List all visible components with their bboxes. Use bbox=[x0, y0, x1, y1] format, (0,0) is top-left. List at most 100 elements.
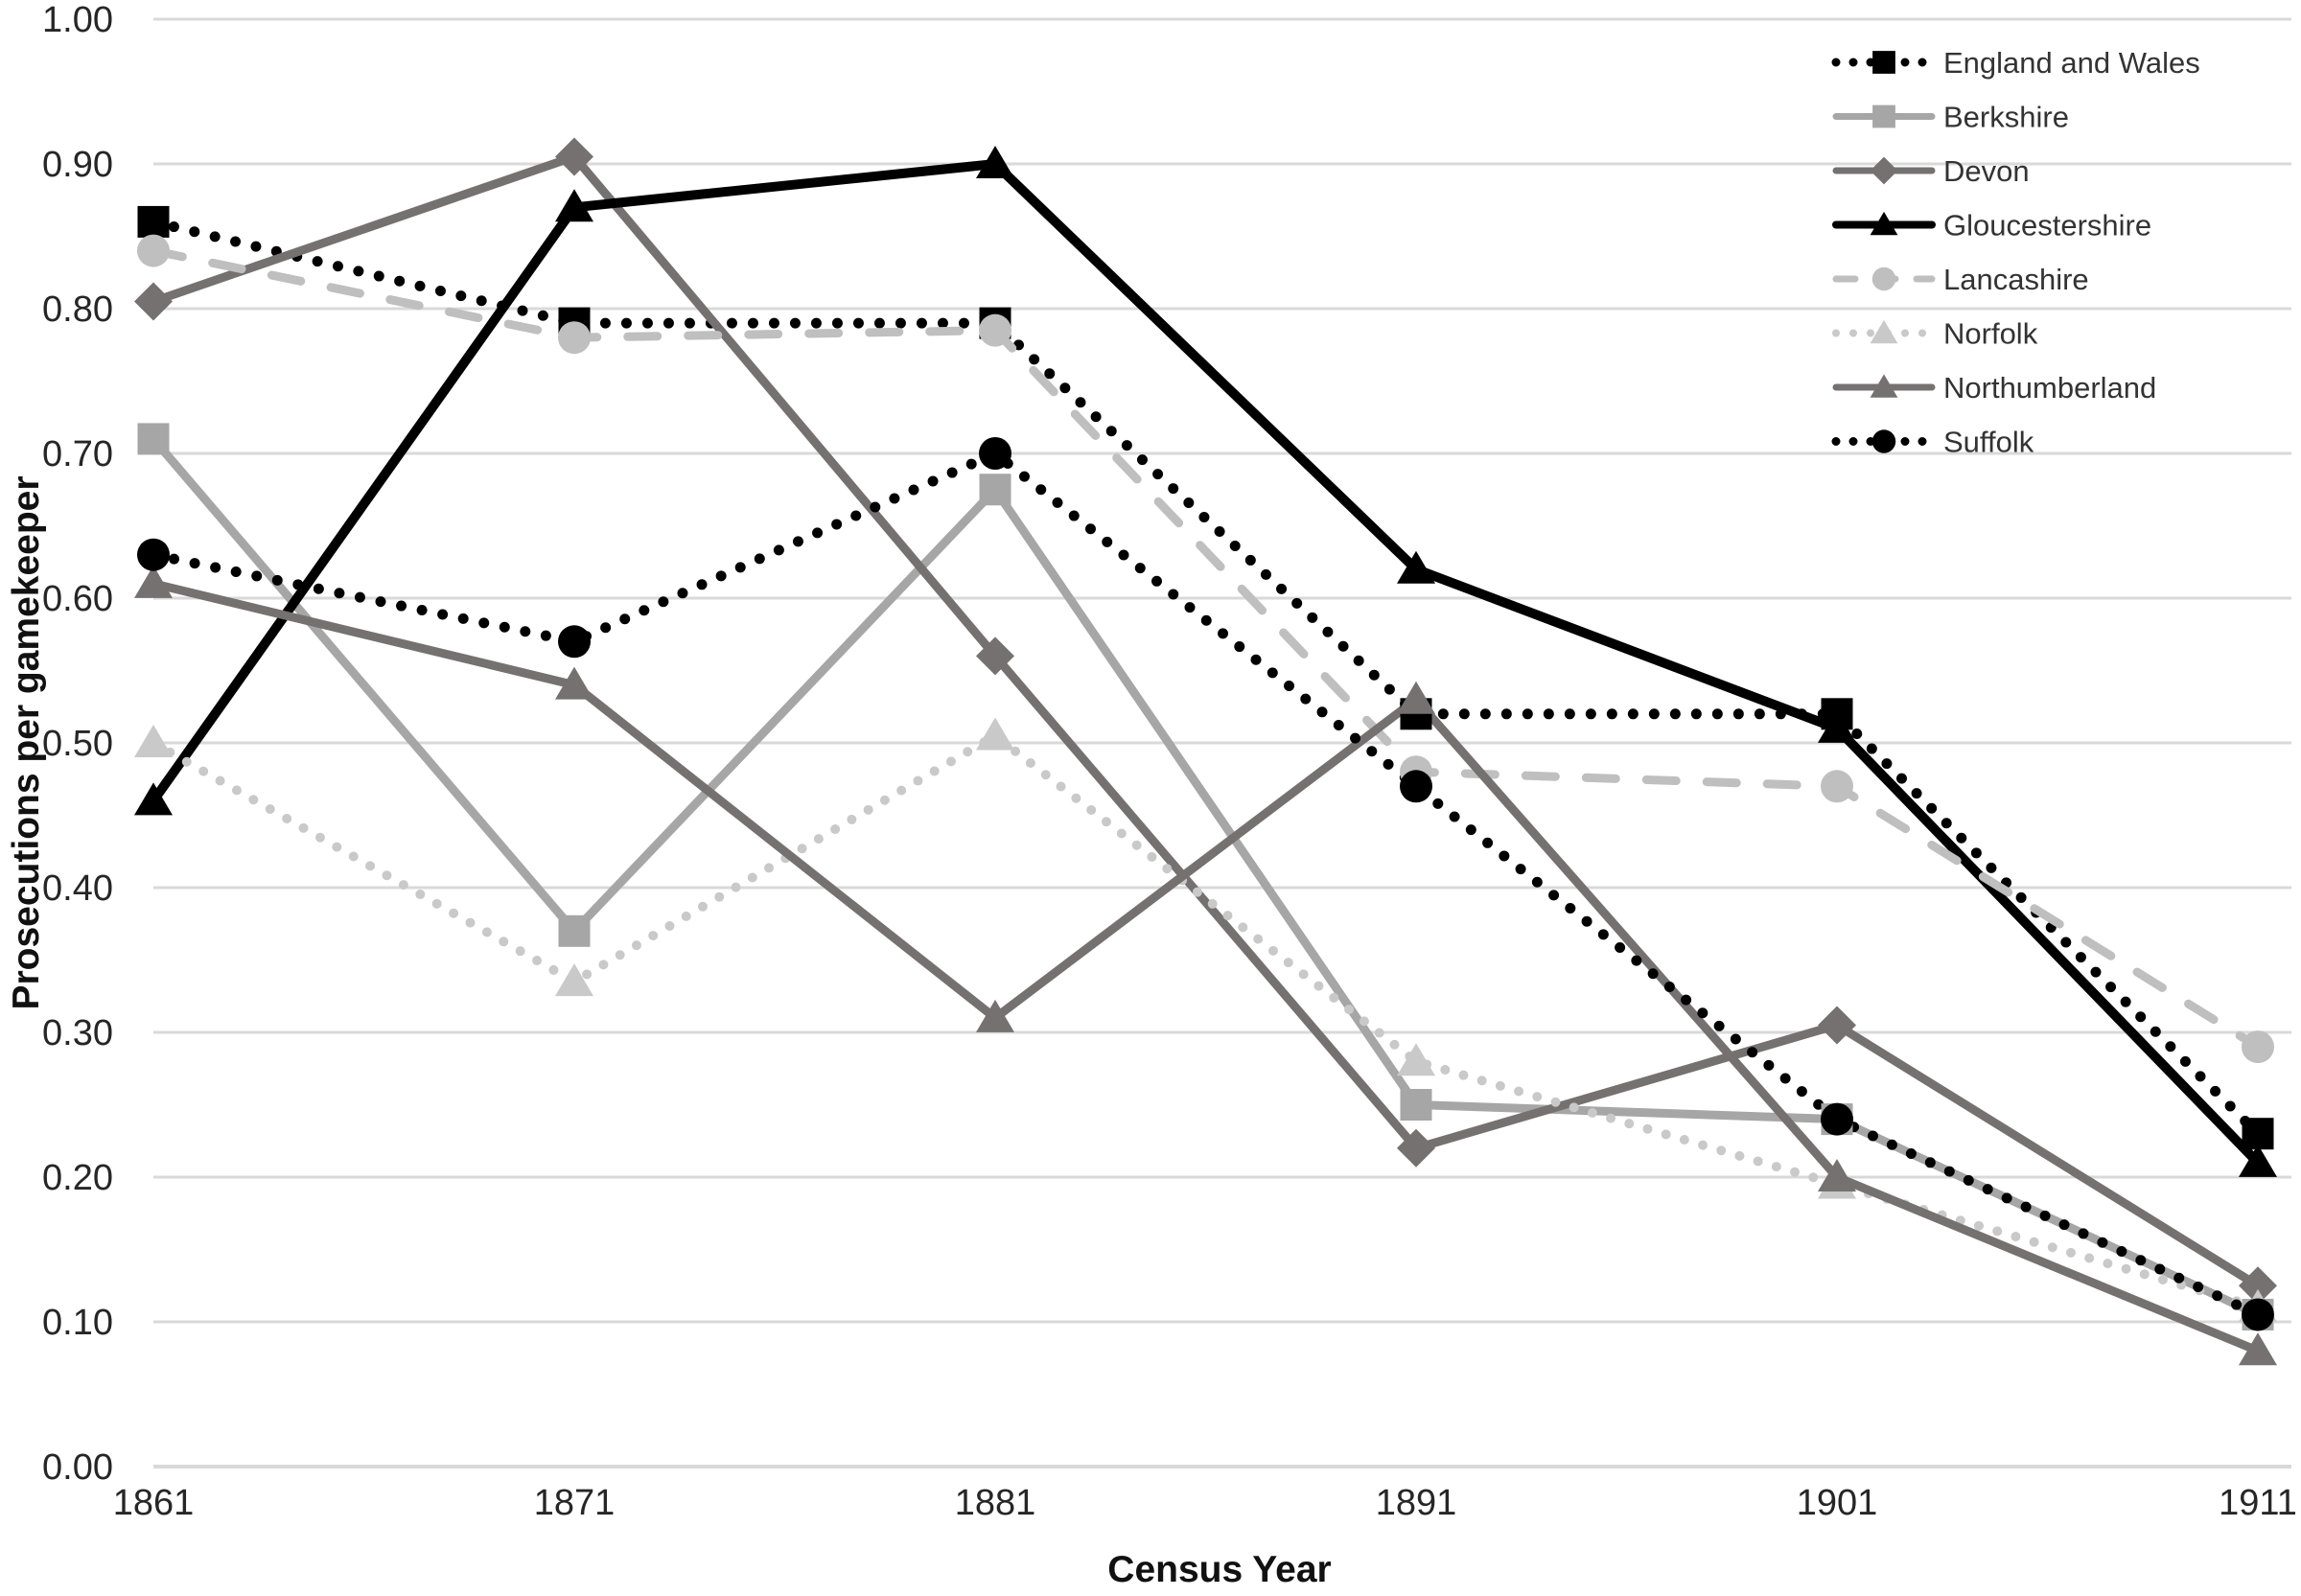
y-tick-label: 0.00 bbox=[42, 1447, 113, 1488]
legend-item-northumberland: Northumberland bbox=[1832, 371, 2156, 405]
series-line-northumberland bbox=[149, 579, 2263, 1355]
legend-label: Suffolk bbox=[1943, 426, 2034, 459]
data-point-marker bbox=[2242, 1118, 2274, 1150]
x-tick-label: 1861 bbox=[113, 1483, 195, 1523]
series-markers-gloucestershire bbox=[134, 146, 2277, 1177]
data-point-marker bbox=[555, 137, 593, 176]
data-point-marker bbox=[137, 234, 170, 267]
data-point-marker bbox=[976, 146, 1014, 178]
y-tick-label: 0.30 bbox=[42, 1013, 113, 1053]
data-point-marker bbox=[1821, 770, 1853, 803]
series-line-berkshire bbox=[149, 434, 2263, 1319]
x-tick-label: 1891 bbox=[1376, 1483, 1457, 1523]
data-point-marker bbox=[137, 538, 170, 571]
series-markers-suffolk bbox=[137, 437, 2274, 1331]
series-markers-lancashire bbox=[137, 234, 2274, 1064]
data-point-marker bbox=[1400, 1089, 1432, 1121]
series-path bbox=[149, 151, 2263, 1290]
data-point-marker bbox=[2242, 1298, 2274, 1331]
series-line-gloucestershire bbox=[149, 159, 2263, 1168]
y-tick-label: 0.70 bbox=[42, 434, 113, 474]
data-point-marker bbox=[1818, 709, 1856, 743]
series-line-suffolk bbox=[148, 448, 2264, 1320]
data-point-marker bbox=[976, 999, 1014, 1032]
series-path bbox=[149, 159, 2263, 1168]
series-lines bbox=[148, 151, 2264, 1355]
data-point-marker bbox=[134, 565, 173, 598]
data-point-marker bbox=[558, 321, 591, 355]
y-tick-label: 0.60 bbox=[42, 579, 113, 619]
gridlines bbox=[153, 17, 2291, 1469]
legend-label: Northumberland bbox=[1943, 371, 2156, 405]
data-point-marker bbox=[1397, 1043, 1435, 1076]
series-path bbox=[149, 246, 2263, 1052]
series-line-lancashire bbox=[149, 246, 2263, 1052]
data-point-marker bbox=[558, 914, 591, 947]
series-path bbox=[149, 434, 2263, 1319]
legend-item-devon: Devon bbox=[1832, 154, 2030, 188]
data-point-marker bbox=[976, 717, 1014, 751]
data-point-marker bbox=[1872, 104, 1895, 128]
data-point-marker bbox=[979, 313, 1011, 347]
y-tick-label: 0.20 bbox=[42, 1158, 113, 1198]
data-point-marker bbox=[1397, 681, 1435, 714]
y-axis-tick-labels: 0.00 0.10 0.20 0.30 0.40 0.50 0.60 0.70 0.80 0.90… bbox=[42, 0, 113, 1488]
data-point-marker bbox=[134, 282, 173, 321]
data-point-marker bbox=[134, 782, 173, 816]
x-tick-label: 1881 bbox=[955, 1483, 1036, 1523]
data-point-marker bbox=[1821, 1102, 1853, 1136]
legend-label: England and Wales bbox=[1943, 46, 2200, 80]
data-point-marker bbox=[1818, 1159, 1856, 1191]
data-point-marker bbox=[1818, 1006, 1856, 1045]
data-point-marker bbox=[2242, 1030, 2274, 1064]
legend-label: Devon bbox=[1943, 154, 2030, 188]
data-point-marker bbox=[1870, 211, 1898, 236]
data-point-marker bbox=[1870, 319, 1898, 344]
y-tick-label: 1.00 bbox=[42, 0, 113, 40]
x-axis-title: Census Year bbox=[1107, 1549, 1331, 1590]
series-path bbox=[149, 579, 2263, 1355]
x-tick-label: 1871 bbox=[534, 1483, 616, 1523]
y-tick-label: 0.50 bbox=[42, 724, 113, 764]
data-point-marker bbox=[2239, 1144, 2277, 1177]
y-tick-label: 0.80 bbox=[42, 289, 113, 330]
data-point-marker bbox=[1400, 770, 1432, 803]
data-point-marker bbox=[558, 625, 591, 659]
series-markers-devon bbox=[134, 137, 2277, 1306]
legend-label: Gloucestershire bbox=[1943, 209, 2151, 243]
series-markers-northumberland bbox=[134, 565, 2277, 1366]
data-point-marker bbox=[1872, 51, 1895, 74]
data-point-marker bbox=[2239, 1332, 2277, 1366]
data-point-marker bbox=[2239, 1266, 2277, 1306]
data-point-marker bbox=[979, 474, 1011, 506]
series-line-devon bbox=[149, 151, 2263, 1290]
data-point-marker bbox=[555, 189, 593, 222]
data-point-marker bbox=[1871, 429, 1896, 453]
data-point-marker bbox=[1871, 266, 1896, 291]
y-tick-label: 0.40 bbox=[42, 868, 113, 909]
data-point-marker bbox=[1397, 550, 1435, 584]
legend-item-lancashire: Lancashire bbox=[1832, 263, 2089, 296]
legend-item-england-and-wales: England and Wales bbox=[1831, 46, 2200, 80]
series-markers bbox=[134, 137, 2277, 1366]
x-tick-label: 1911 bbox=[2219, 1483, 2297, 1523]
legend-label: Norfolk bbox=[1943, 317, 2038, 351]
data-point-marker bbox=[979, 437, 1011, 470]
data-point-marker bbox=[555, 666, 593, 700]
legend-label: Lancashire bbox=[1943, 263, 2089, 296]
data-point-marker bbox=[137, 205, 170, 238]
legend-item-suffolk: Suffolk bbox=[1831, 426, 2034, 459]
legend-label: Berkshire bbox=[1943, 101, 2069, 134]
legend-item-norfolk: Norfolk bbox=[1832, 317, 2038, 351]
data-point-marker bbox=[1870, 156, 1898, 185]
data-point-marker bbox=[976, 636, 1014, 676]
legend-item-berkshire: Berkshire bbox=[1832, 101, 2069, 134]
series-markers-berkshire bbox=[137, 423, 2274, 1330]
data-point-marker bbox=[555, 963, 593, 997]
y-axis-title: Prosecutions per gamekeeper bbox=[6, 475, 47, 1009]
data-point-marker bbox=[137, 423, 170, 455]
data-point-marker bbox=[134, 725, 173, 757]
series-markers-norfolk bbox=[134, 717, 2277, 1322]
